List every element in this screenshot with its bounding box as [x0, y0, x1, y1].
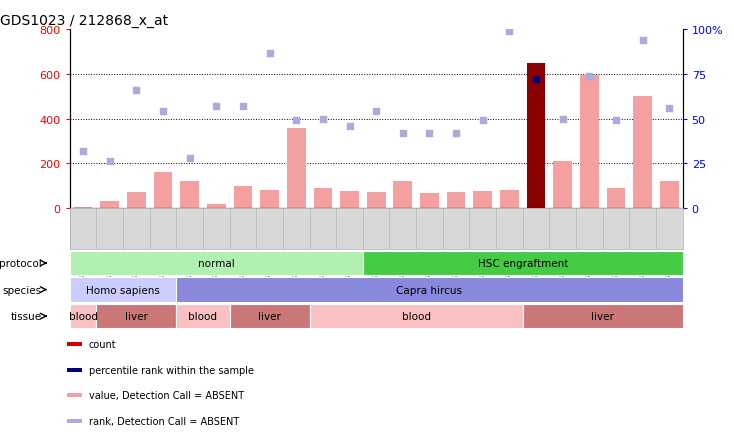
Bar: [207, 205, 225, 208]
Text: Capra hircus: Capra hircus: [396, 285, 462, 295]
Point: [370, 109, 382, 116]
Point: [103, 158, 115, 165]
Point: [211, 103, 222, 110]
Text: Homo sapiens: Homo sapiens: [86, 285, 160, 295]
Point: [664, 105, 675, 112]
Bar: [70, 251, 363, 276]
Text: liver: liver: [125, 312, 148, 321]
Point: [397, 130, 409, 137]
Text: normal: normal: [198, 259, 235, 268]
Point: [317, 116, 329, 123]
Bar: [261, 191, 279, 208]
Point: [291, 118, 302, 125]
Bar: [176, 304, 230, 329]
Bar: [393, 181, 413, 208]
Text: percentile rank within the sample: percentile rank within the sample: [89, 365, 254, 375]
Point: [477, 118, 489, 125]
Bar: [580, 76, 599, 208]
Bar: [633, 97, 652, 208]
Bar: [153, 173, 172, 208]
Point: [610, 118, 622, 125]
Text: liver: liver: [592, 312, 614, 321]
Text: liver: liver: [258, 312, 281, 321]
Bar: [70, 278, 176, 302]
Point: [504, 29, 515, 36]
Bar: [363, 251, 683, 276]
Bar: [70, 304, 96, 329]
Point: [584, 73, 595, 80]
Text: blood: blood: [189, 312, 217, 321]
Point: [237, 103, 249, 110]
Point: [637, 38, 649, 45]
Bar: [176, 278, 683, 302]
Bar: [230, 304, 310, 329]
Text: blood: blood: [68, 312, 98, 321]
Text: rank, Detection Call = ABSENT: rank, Detection Call = ABSENT: [89, 416, 239, 426]
Bar: [67, 393, 82, 398]
Point: [157, 109, 169, 116]
Bar: [310, 304, 523, 329]
Bar: [101, 202, 119, 208]
Point: [264, 50, 275, 57]
Text: blood: blood: [401, 312, 431, 321]
Text: GDS1023 / 212868_x_at: GDS1023 / 212868_x_at: [0, 14, 168, 28]
Bar: [420, 194, 439, 208]
Bar: [313, 188, 333, 208]
Text: HSC engraftment: HSC engraftment: [478, 259, 568, 268]
Bar: [67, 419, 82, 423]
Bar: [67, 368, 82, 372]
Bar: [660, 181, 679, 208]
Bar: [127, 193, 145, 208]
Bar: [447, 193, 465, 208]
Bar: [500, 191, 519, 208]
Point: [557, 116, 569, 123]
Bar: [67, 342, 82, 346]
Bar: [523, 304, 683, 329]
Bar: [473, 192, 492, 208]
Bar: [553, 161, 572, 208]
Bar: [340, 192, 359, 208]
Point: [184, 155, 195, 162]
Bar: [233, 186, 252, 208]
Bar: [607, 188, 625, 208]
Text: tissue: tissue: [11, 312, 42, 321]
Point: [424, 130, 435, 137]
Text: protocol: protocol: [0, 259, 42, 268]
Bar: [96, 304, 176, 329]
Point: [530, 77, 542, 84]
Bar: [73, 207, 92, 208]
Point: [77, 148, 89, 155]
Bar: [527, 64, 545, 208]
Point: [344, 123, 355, 130]
Point: [131, 87, 142, 94]
Bar: [367, 193, 385, 208]
Text: count: count: [89, 339, 117, 349]
Point: [450, 130, 462, 137]
Text: value, Detection Call = ABSENT: value, Detection Call = ABSENT: [89, 391, 244, 401]
Bar: [181, 181, 199, 208]
Bar: [287, 128, 305, 208]
Text: species: species: [3, 285, 42, 295]
